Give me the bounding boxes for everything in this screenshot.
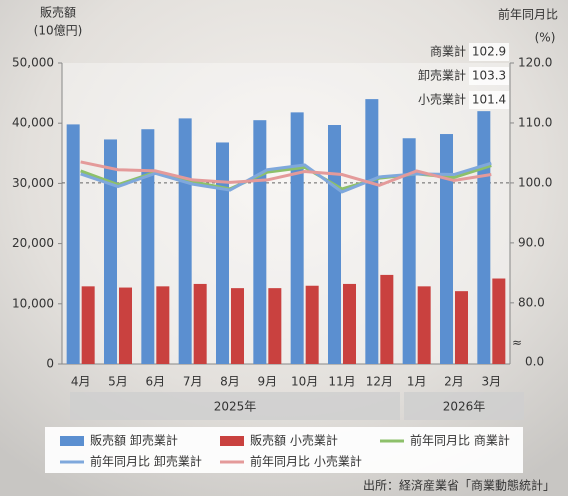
label-box [469, 43, 509, 61]
bar [216, 142, 229, 364]
y-tick-label: 50,000 [12, 56, 54, 70]
x-tick-label: 11月 [328, 375, 355, 389]
y2-tick-label: 120.0 [518, 56, 552, 70]
y2-tick-label: 100.0 [518, 175, 552, 189]
y2-tick-label: 90.0 [518, 235, 545, 249]
x-tick-label: 8月 [220, 375, 240, 389]
line [80, 160, 492, 187]
year-band [404, 392, 524, 420]
legend-swatch [220, 436, 244, 446]
bar [156, 286, 170, 364]
x-tick-label: 2月 [444, 375, 464, 389]
x-tick-label: 10月 [291, 375, 318, 389]
end-value-label: 103.3 [472, 69, 506, 83]
x-tick-label: 7月 [183, 375, 203, 389]
end-label: 商業計 [430, 44, 466, 59]
y2-tick-label: 80.0 [518, 295, 545, 309]
bar [455, 291, 468, 364]
bar [440, 134, 453, 364]
bar [104, 139, 117, 364]
label-box [469, 91, 509, 109]
end-value-label: 102.9 [472, 45, 506, 59]
bar [492, 278, 506, 364]
bar [305, 285, 319, 364]
y-tick-label: 40,000 [12, 116, 54, 130]
legend-label: 前年同月比 小売業計 [250, 454, 362, 469]
legend-label: 前年同月比 商業計 [410, 433, 510, 448]
x-tick-label: 5月 [108, 375, 128, 389]
y-tick-label: 0 [46, 357, 54, 371]
bar [268, 288, 282, 364]
bar [119, 287, 132, 364]
y2-tick-label: 110.0 [518, 115, 552, 129]
y-axis-title: 販売額 [40, 5, 76, 20]
x-tick-label: 3月 [482, 375, 502, 389]
y-tick-label: 10,000 [12, 296, 54, 310]
bar [380, 274, 394, 364]
bar [402, 138, 416, 364]
year-label: 2026年 [443, 400, 486, 414]
bar [328, 125, 341, 364]
x-tick-label: 1月 [407, 375, 427, 389]
y2-axis-break-label: 0.0 [525, 355, 544, 369]
legend-box [45, 427, 523, 473]
legend-label: 販売額 卸売業計 [90, 433, 178, 448]
bar [343, 283, 356, 364]
year-band [70, 392, 400, 420]
x-tick-label: 12月 [366, 375, 393, 389]
bar [141, 129, 155, 364]
bar [231, 288, 244, 364]
bar [178, 118, 192, 364]
y2-axis-title: (%) [535, 31, 556, 45]
end-label: 小売業計 [418, 92, 466, 107]
bar [66, 124, 80, 365]
bar [81, 286, 95, 364]
plot-area [62, 63, 510, 364]
year-label: 2025年 [214, 400, 257, 414]
x-tick-label: 9月 [258, 375, 278, 389]
bar [365, 99, 379, 365]
y-tick-label: 20,000 [12, 236, 54, 250]
legend-label: 販売額 小売業計 [250, 433, 338, 448]
source: 出所：経済産業省「商業動態統計」 [363, 478, 555, 493]
bar [417, 286, 431, 364]
end-label: 卸売業計 [418, 68, 466, 83]
end-value-label: 101.4 [472, 93, 506, 107]
axis-break: ≈ [512, 336, 522, 350]
y2-axis-title: 前年同月比 [498, 7, 558, 22]
bar [253, 120, 267, 364]
y-tick-label: 30,000 [12, 176, 54, 190]
bar [477, 111, 491, 364]
x-tick-label: 4月 [71, 375, 91, 389]
legend-swatch [60, 436, 84, 446]
label-box [469, 67, 509, 85]
bar [290, 112, 304, 364]
bar [193, 283, 207, 364]
legend-label: 前年同月比 卸売業計 [90, 454, 202, 469]
y-axis-title: (10億円) [34, 24, 83, 38]
x-tick-label: 6月 [146, 375, 166, 389]
